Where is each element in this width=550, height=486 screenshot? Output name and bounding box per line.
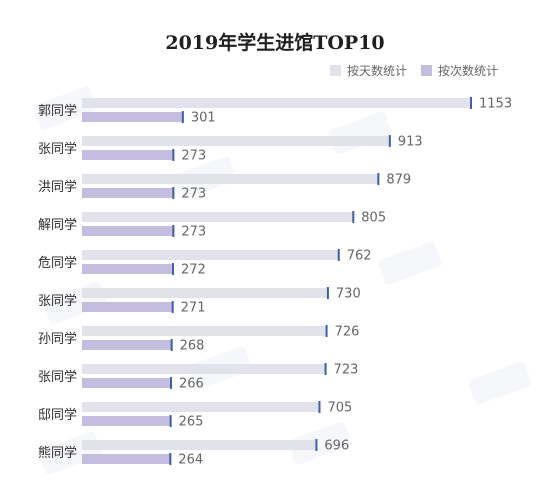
category-label: 邸同学 <box>38 407 77 423</box>
value-label-days: 696 <box>324 439 349 454</box>
bar-end-marker <box>377 173 380 185</box>
category-label: 洪同学 <box>38 179 77 195</box>
value-label-visits: 273 <box>181 149 206 164</box>
category-label: 张同学 <box>38 369 77 385</box>
bar-end-marker <box>169 415 172 427</box>
bar-days <box>82 326 328 336</box>
bar-end-marker <box>171 301 174 313</box>
bar-end-marker <box>169 453 172 465</box>
bar-end-marker <box>169 377 172 389</box>
category-label: 郭同学 <box>38 103 77 119</box>
legend-swatch-visits <box>421 65 433 76</box>
category-label: 张同学 <box>38 141 77 157</box>
category-label: 熊同学 <box>38 445 77 461</box>
value-label-visits: 266 <box>179 377 204 392</box>
bar-end-marker <box>172 149 175 161</box>
bar-end-marker <box>324 363 327 375</box>
bar-visits <box>82 416 172 426</box>
bar-days <box>82 212 355 222</box>
bar-days <box>82 440 318 450</box>
watermark-shape <box>378 241 442 285</box>
value-label-days: 762 <box>347 249 372 264</box>
bar-visits <box>82 112 184 122</box>
value-label-visits: 265 <box>179 415 204 430</box>
bar-visits <box>82 378 172 388</box>
value-label-visits: 301 <box>191 111 216 126</box>
value-label-visits: 273 <box>181 187 206 202</box>
watermark-shape <box>33 86 97 130</box>
bar-visits <box>82 340 173 350</box>
legend-label-visits: 按次数统计 <box>438 64 499 78</box>
bar-visits <box>82 302 174 312</box>
bar-visits <box>82 264 175 274</box>
value-label-days: 723 <box>334 363 359 378</box>
bar-days <box>82 250 340 260</box>
bar-end-marker <box>318 401 321 413</box>
value-label-days: 730 <box>336 287 361 302</box>
watermark-shape <box>468 361 532 405</box>
bar-visits <box>82 188 175 198</box>
bar-visits <box>82 454 172 464</box>
bar-visits <box>82 150 175 160</box>
chart-title: 2019年学生进馆TOP10 <box>165 32 385 54</box>
bar-end-marker <box>325 325 328 337</box>
legend-item-days: 按天数统计 <box>330 62 407 79</box>
category-label: 孙同学 <box>38 331 77 347</box>
bar-end-marker <box>388 135 391 147</box>
value-label-days: 705 <box>327 401 352 416</box>
bar-end-marker <box>172 263 175 275</box>
value-label-visits: 268 <box>180 339 205 354</box>
bar-end-marker <box>470 97 472 109</box>
legend-label-days: 按天数统计 <box>347 64 408 78</box>
bar-end-marker <box>172 187 175 199</box>
plot-area: 郭同学 1153 301 张同学 913 273 洪同学 879 273 解同学 805 273 危同学… <box>38 97 512 468</box>
category-label: 张同学 <box>38 293 77 309</box>
value-label-visits: 271 <box>181 301 206 316</box>
category-label: 危同学 <box>38 255 77 271</box>
value-label-visits: 273 <box>181 225 206 240</box>
value-label-days: 913 <box>398 135 423 150</box>
category-label: 解同学 <box>38 217 77 233</box>
watermark-shape <box>328 111 392 155</box>
legend-swatch-days <box>330 65 341 76</box>
bar-end-marker <box>170 339 173 351</box>
bar-end-marker <box>172 225 175 237</box>
chart-legend: 按天数统计 按次数统计 <box>330 62 498 79</box>
value-label-visits: 272 <box>181 263 206 278</box>
value-label-days: 879 <box>386 173 411 188</box>
value-label-days: 726 <box>335 325 360 340</box>
bar-days <box>82 364 327 374</box>
bar-end-marker <box>337 249 340 261</box>
bar-end-marker <box>315 439 318 451</box>
watermark-shape <box>288 421 352 465</box>
bar-days <box>82 174 380 184</box>
bar-days <box>82 402 321 412</box>
bar-days <box>82 98 472 108</box>
bar-end-marker <box>181 111 184 123</box>
value-label-visits: 264 <box>178 453 203 468</box>
bar-days <box>82 288 329 298</box>
bar-end-marker <box>352 211 355 223</box>
legend-item-visits: 按次数统计 <box>421 62 498 79</box>
bar-visits <box>82 226 175 236</box>
value-label-days: 1153 <box>479 97 512 112</box>
value-label-days: 805 <box>361 211 386 226</box>
bar-days <box>82 136 391 146</box>
bar-end-marker <box>326 287 329 299</box>
